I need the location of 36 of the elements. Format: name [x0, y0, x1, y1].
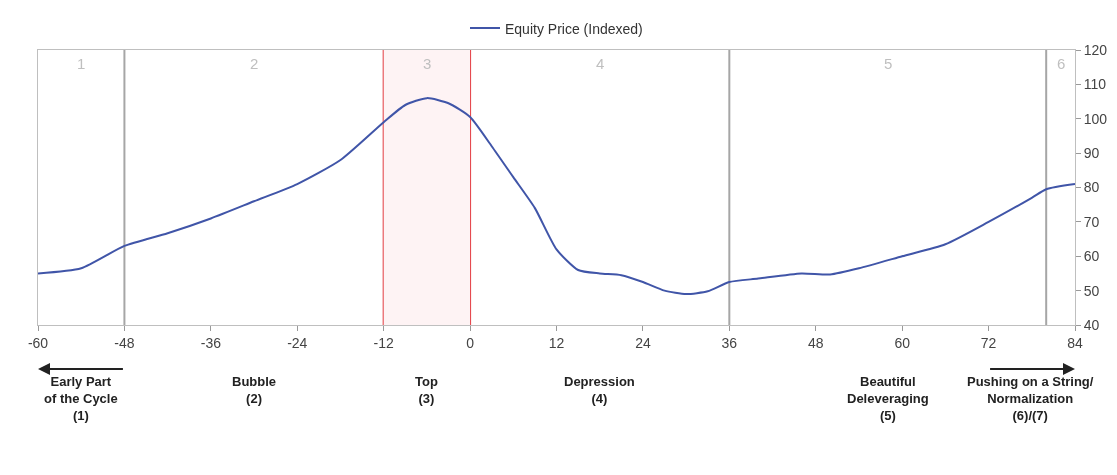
x-tick-label: -12: [373, 334, 394, 351]
text: Beautiful Deleveraging (5): [847, 374, 929, 423]
y-tick-label: 80: [1083, 179, 1100, 196]
x-tick-label: 24: [635, 334, 651, 351]
x-tick-label: 12: [548, 334, 565, 351]
text: Early Part of the Cycle (1): [44, 374, 118, 423]
x-tick-label: 72: [980, 334, 997, 351]
text: Bubble (2): [232, 374, 277, 406]
annotation: 2: [250, 55, 259, 72]
y-tick-label: 70: [1083, 213, 1100, 230]
y-tick-label: 90: [1083, 145, 1100, 162]
annotation: 4: [596, 55, 605, 72]
text: Pushing on a String/ Normalization (6)/(7): [967, 374, 1094, 423]
y-tick-label: 110: [1083, 76, 1107, 93]
y-tick-label: 120: [1083, 41, 1108, 58]
annotation: 6: [1057, 55, 1066, 72]
x-tick-label: 84: [1067, 334, 1083, 351]
text: Depression (4): [564, 374, 635, 406]
annotation: 5: [884, 55, 893, 72]
legend-label: Equity Price (Indexed): [505, 20, 643, 37]
text: Top (3): [415, 374, 438, 406]
x-tick-label: 36: [721, 334, 738, 351]
x-tick-label: 60: [894, 334, 911, 351]
y-tick-label: 50: [1083, 282, 1100, 299]
annotation: 1: [77, 55, 86, 72]
x-tick-label: 0: [466, 334, 475, 351]
line-series: [38, 97, 1075, 296]
x-tick-label: -60: [27, 334, 49, 351]
x-tick-label: -48: [114, 334, 135, 351]
x-tick-label: -36: [200, 334, 222, 351]
y-tick-label: 60: [1083, 248, 1100, 265]
y-tick-label: 100: [1083, 110, 1108, 127]
x-tick-label: 48: [807, 334, 824, 351]
y-tick-label: 40: [1083, 316, 1100, 333]
x-tick-label: -24: [287, 334, 308, 351]
band-label: 3: [423, 55, 432, 72]
